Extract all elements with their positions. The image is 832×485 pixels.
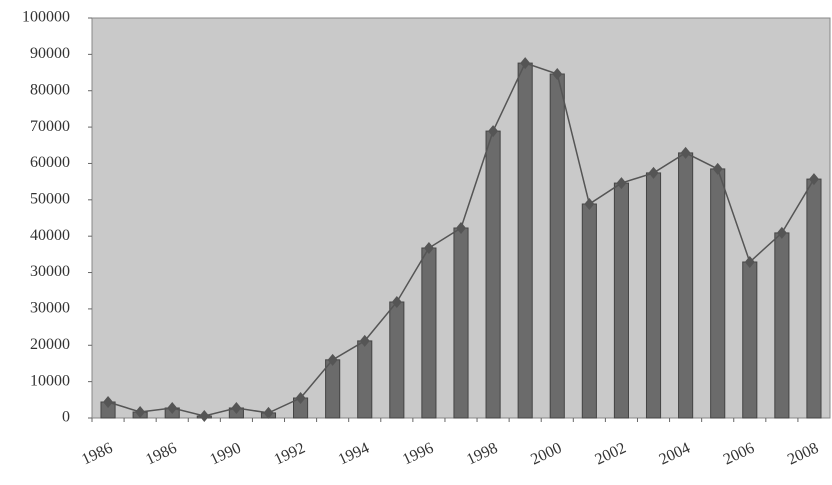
x-tick-label: 2006 — [721, 440, 757, 469]
line-marker — [648, 166, 659, 179]
y-tick-label: 100000 — [22, 9, 70, 26]
y-tick-label: 40000 — [30, 227, 70, 244]
line-marker — [103, 396, 114, 408]
bar — [389, 301, 405, 419]
bar — [581, 203, 597, 419]
x-tick-label: 1986 — [79, 440, 115, 469]
y-tick-label: 30000 — [30, 263, 70, 280]
line-marker — [744, 256, 755, 268]
y-tick-label: 20000 — [30, 336, 70, 353]
line-marker — [456, 222, 466, 234]
x-tick-label: 2000 — [528, 440, 564, 469]
line-marker — [680, 146, 691, 159]
x-tick-label: 1996 — [400, 440, 436, 469]
line-marker — [327, 353, 338, 366]
y-tick-label: 80000 — [30, 81, 70, 98]
x-tick-label: 1994 — [336, 440, 372, 469]
line-marker — [712, 162, 723, 175]
y-tick-label: 50000 — [30, 190, 70, 207]
bar — [806, 178, 822, 419]
line-marker — [488, 125, 499, 138]
x-tick-label: 1992 — [272, 440, 308, 469]
y-tick-label: 60000 — [30, 154, 70, 171]
y-tick-label: 90000 — [30, 45, 70, 62]
line-marker — [552, 68, 563, 80]
line-marker — [263, 406, 274, 419]
line-marker — [776, 226, 787, 239]
line-marker — [231, 402, 242, 414]
y-tick-label: 10000 — [30, 372, 70, 389]
y-tick-label: 70000 — [30, 118, 70, 135]
line-marker — [391, 296, 402, 308]
line-marker — [167, 402, 178, 414]
bar — [678, 152, 694, 419]
bar — [549, 73, 565, 419]
x-tick-label: 2008 — [785, 440, 821, 469]
bar — [453, 227, 469, 419]
x-tick-label: 2002 — [592, 440, 628, 469]
line-marker — [199, 410, 210, 422]
bar — [645, 172, 662, 419]
bar — [421, 247, 437, 419]
line-marker — [808, 173, 819, 186]
y-tick-label: 30000 — [30, 300, 70, 317]
x-tick-label: 1990 — [207, 440, 243, 469]
bar — [613, 182, 629, 419]
bar — [774, 232, 790, 419]
line-marker — [520, 57, 531, 70]
bar — [485, 130, 501, 419]
line-marker — [295, 392, 306, 404]
line-marker — [616, 177, 627, 190]
bar — [357, 340, 373, 419]
bar — [742, 261, 758, 419]
bar — [325, 359, 341, 419]
y-tick-label: 0 — [62, 409, 70, 426]
x-tick-label: 1998 — [464, 440, 500, 469]
x-tick-label: 2004 — [657, 440, 693, 469]
line-marker — [584, 198, 595, 210]
bar — [517, 62, 533, 419]
line-marker — [423, 242, 434, 254]
x-tick-label: 1986 — [143, 440, 179, 469]
line-marker — [359, 334, 370, 347]
line-marker — [135, 406, 146, 418]
bar — [710, 168, 726, 419]
